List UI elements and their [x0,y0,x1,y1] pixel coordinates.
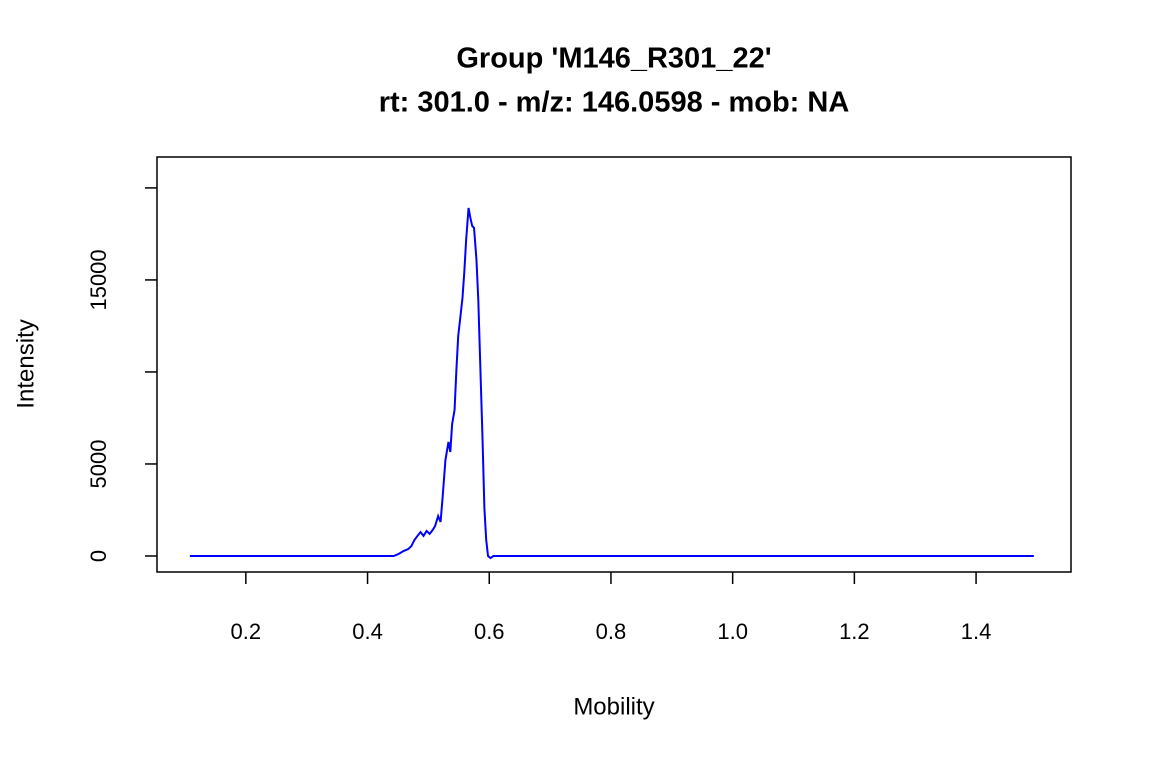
data-line [189,207,1034,560]
chart-subtitle: rt: 301.0 - m/z: 146.0598 - mob: NA [379,87,850,119]
x-axis-label: Mobility [573,693,654,720]
y-axis-label: Intensity [12,319,39,408]
y-tick-label: 0 [86,550,111,562]
chart-title: Group 'M146_R301_22' [456,43,771,75]
x-tick-label: 0.8 [596,619,627,644]
x-tick-label: 0.6 [474,619,505,644]
y-tick-label: 5000 [86,439,111,488]
plot-frame [156,156,1072,573]
y-tick-label: 15000 [86,249,111,310]
x-tick-label: 0.2 [231,619,262,644]
x-tick-label: 1.0 [717,619,748,644]
x-tick-label: 0.4 [352,619,383,644]
x-tick-label: 1.4 [961,619,992,644]
x-tick-label: 1.2 [839,619,870,644]
